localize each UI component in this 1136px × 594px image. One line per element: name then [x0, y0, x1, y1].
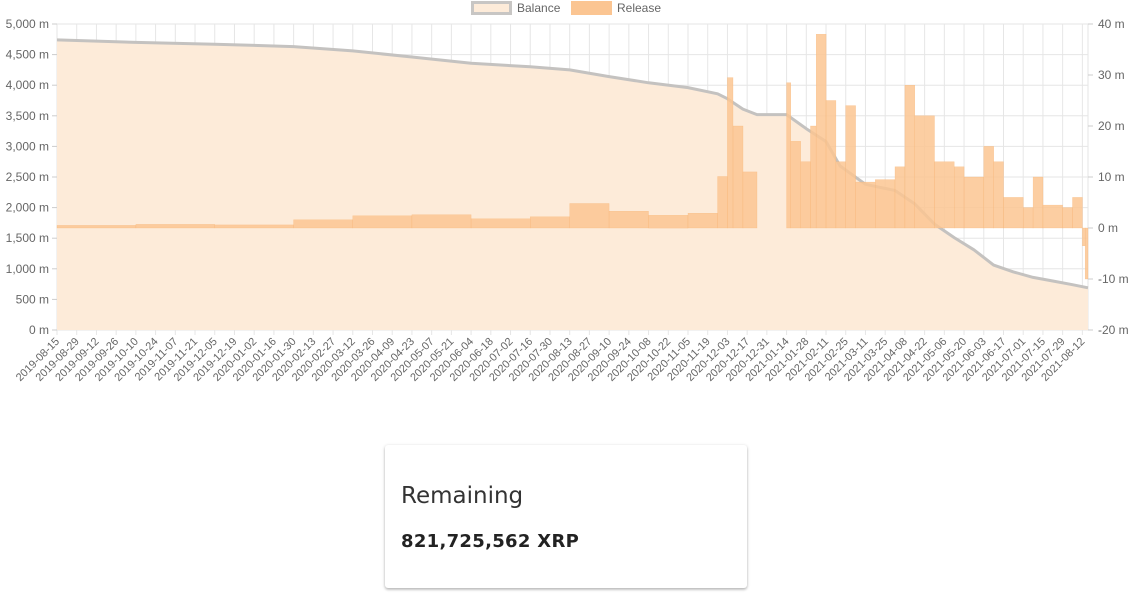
legend-item-release[interactable]: Release: [571, 1, 662, 15]
release-bar: [790, 141, 801, 229]
release-bar: [1072, 197, 1083, 229]
release-bar: [914, 115, 935, 229]
release-bar: [816, 34, 827, 229]
release-bar: [963, 176, 984, 229]
release-bar: [875, 179, 896, 229]
release-bar: [855, 181, 876, 229]
release-bar: [786, 82, 791, 229]
legend-swatch: [471, 1, 512, 15]
balance-line: [56, 38, 1089, 290]
balance-series: [56, 38, 1089, 331]
release-bar: [800, 161, 811, 229]
release-bar: [993, 161, 1004, 229]
y-right-tick-label: 20 m: [1098, 119, 1125, 133]
y-right-tick-label: 40 m: [1098, 17, 1125, 31]
release-bar: [687, 212, 718, 229]
release-bar: [608, 210, 649, 229]
release-bar: [1082, 227, 1086, 246]
release-bar: [1042, 204, 1063, 229]
release-bar: [411, 214, 472, 229]
remaining-card: Remaining 821,725,562 XRP: [385, 445, 747, 588]
release-bar: [727, 77, 734, 229]
y-left-tick-label: 3,000 m: [6, 139, 49, 153]
release-series: [56, 34, 1089, 280]
legend-label: Release: [617, 1, 661, 15]
y-right-tick-label: 0 m: [1098, 221, 1118, 235]
release-bar: [1084, 227, 1089, 280]
release-bar: [56, 225, 137, 229]
release-bar: [845, 105, 856, 229]
y-left-tick-label: 1,000 m: [6, 262, 49, 276]
y-left-tick-label: 2,500 m: [6, 170, 49, 184]
legend-item-balance[interactable]: Balance: [471, 1, 561, 15]
y-left-tick-label: 4,500 m: [6, 48, 49, 62]
y-right-tick-label: -10 m: [1098, 272, 1129, 286]
y-axis-right: -20 m -10 m 0 m 10 m 20 m 30 m 40 m: [1088, 17, 1129, 337]
release-bar: [352, 215, 413, 229]
balance-area: [57, 39, 1088, 331]
chart-legend[interactable]: Balance Release: [471, 1, 662, 15]
release-bar: [983, 146, 994, 229]
y-left-tick-label: 3,500 m: [6, 109, 49, 123]
y-left-tick-label: 2,000 m: [6, 201, 49, 215]
release-balance-chart: Balance Release 0 m 500 m 1,000 m 1,500 m 2,0…: [6, 1, 1129, 384]
release-bar: [470, 218, 531, 229]
release-bar: [530, 216, 570, 229]
release-bar: [954, 166, 965, 229]
remaining-value: 821,725,562 XRP: [401, 531, 580, 552]
release-bar: [1003, 197, 1024, 229]
remaining-title: Remaining: [401, 483, 524, 509]
release-bar: [732, 125, 744, 229]
release-bar: [293, 219, 354, 229]
release-bar: [742, 171, 758, 229]
release-bar: [569, 203, 610, 229]
release-bar: [904, 84, 916, 229]
y-left-tick-label: 0 m: [29, 323, 49, 337]
release-bar: [1032, 176, 1044, 229]
y-left-tick-label: 4,000 m: [6, 78, 49, 92]
release-bar: [1023, 207, 1034, 229]
y-right-tick-label: 10 m: [1098, 170, 1125, 184]
release-bar: [135, 224, 215, 229]
y-right-tick-label: -20 m: [1098, 323, 1129, 337]
release-bar: [894, 166, 906, 229]
legend-label: Balance: [517, 1, 561, 15]
release-bar: [835, 161, 847, 229]
release-bar: [1062, 207, 1073, 229]
y-axis-left: 0 m 500 m 1,000 m 1,500 m 2,000 m 2,500 m 3,00…: [6, 17, 57, 337]
release-bar: [934, 161, 955, 229]
legend-swatch: [571, 1, 612, 15]
y-left-tick-label: 5,000 m: [6, 17, 49, 31]
y-left-tick-label: 1,500 m: [6, 231, 49, 245]
x-axis: 2019-08-152019-08-292019-09-122019-09-26…: [14, 336, 1088, 384]
release-bar: [810, 125, 817, 229]
release-bar: [825, 100, 837, 229]
y-right-tick-label: 30 m: [1098, 68, 1125, 82]
release-bar: [648, 215, 689, 229]
release-bar: [214, 224, 294, 229]
y-left-tick-label: 500 m: [16, 292, 49, 306]
release-bar: [717, 176, 728, 229]
